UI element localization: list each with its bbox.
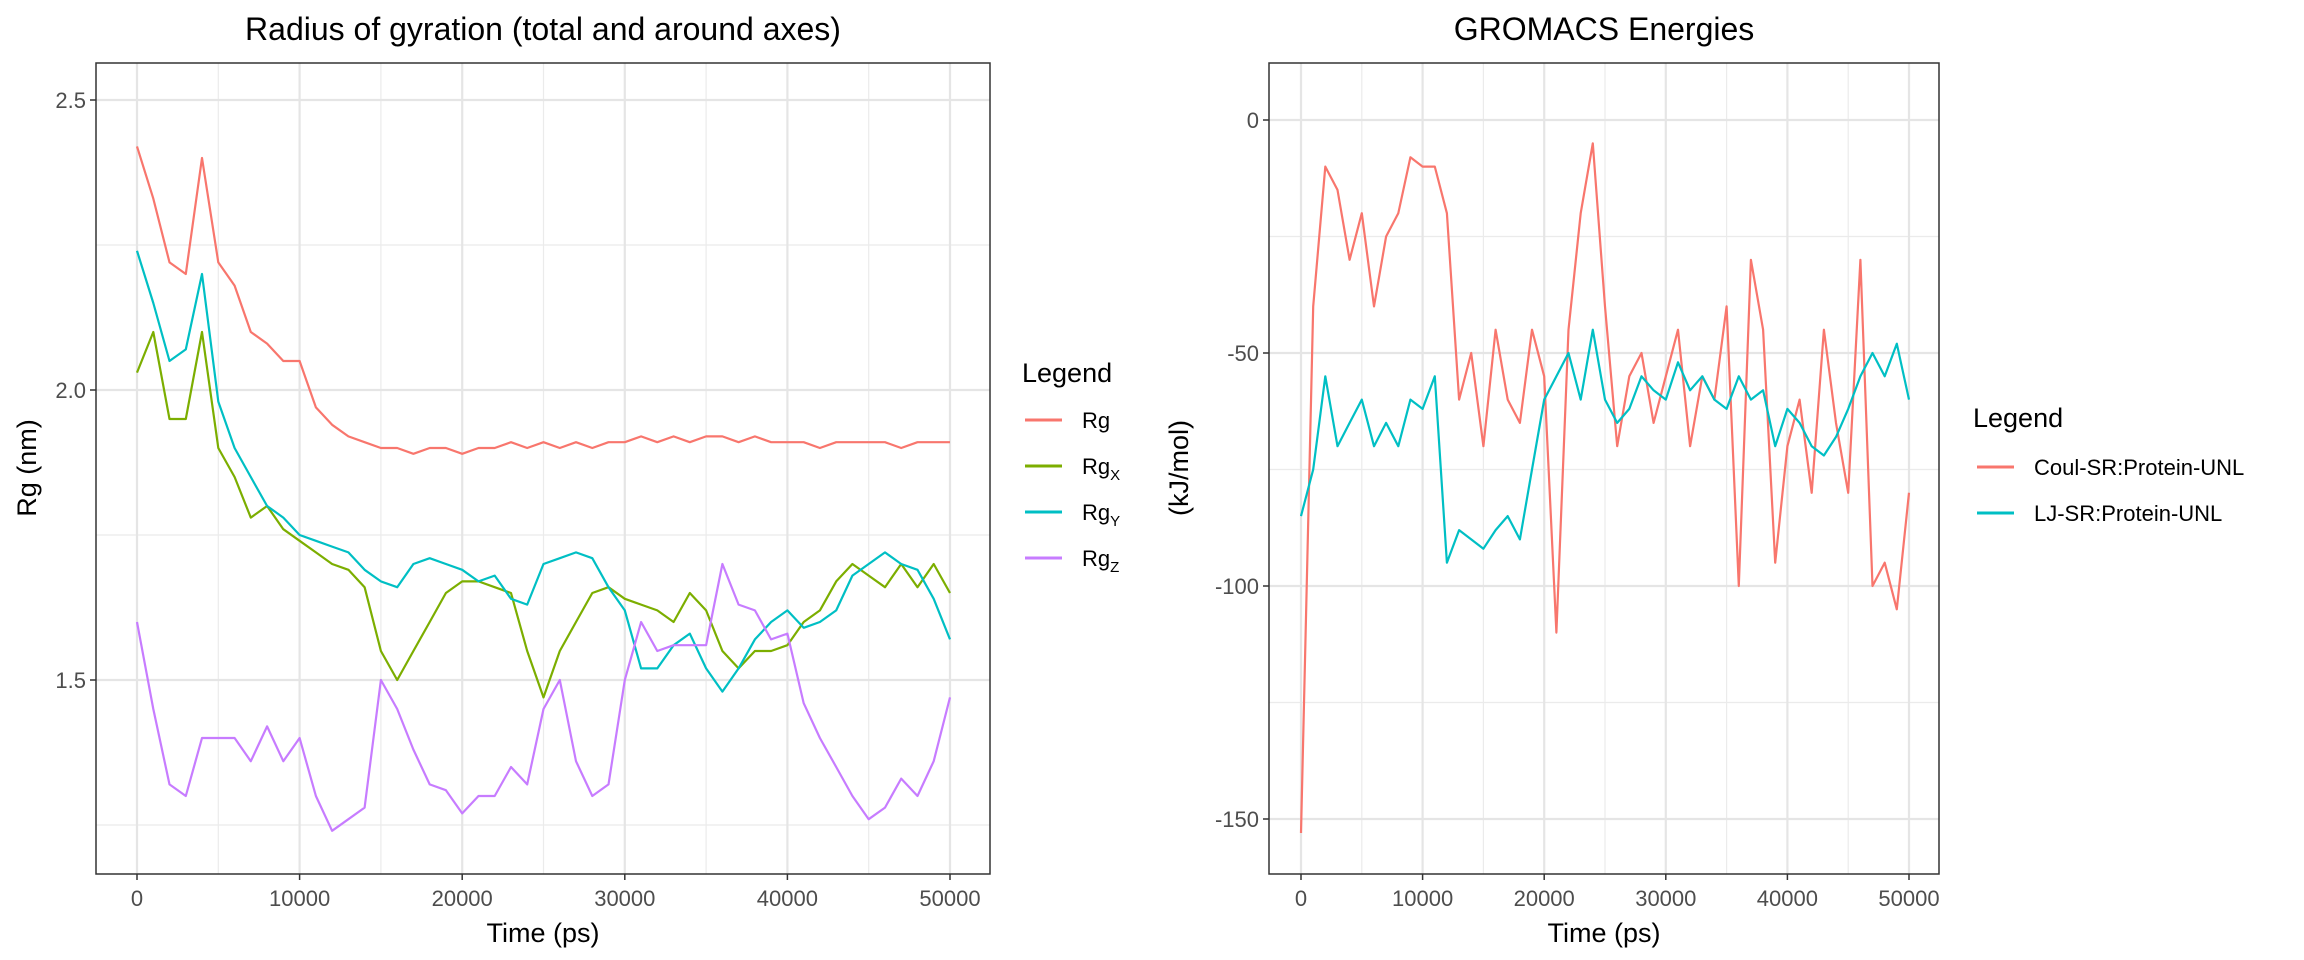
x-tick-label: 0 (1295, 886, 1307, 911)
series-lines (135, 146, 952, 832)
x-tick-label: 40000 (1757, 886, 1818, 911)
x-tick-label: 30000 (1635, 886, 1696, 911)
legend-label: RgY (1082, 500, 1120, 530)
chart-title: GROMACS Energies (1454, 11, 1755, 47)
legend: Legend Coul-SR:Protein-UNL LJ-SR:Protein-… (1973, 403, 2244, 526)
energies-panel: 0 10000 20000 30000 40000 50000 0 -50 -100 -150 G… (1164, 11, 2244, 948)
legend-label-base: Rg (1082, 546, 1110, 571)
legend-label: LJ-SR:Protein-UNL (2034, 501, 2222, 526)
x-tick-label: 10000 (1392, 886, 1453, 911)
rg-panel: 0 10000 20000 30000 40000 50000 1.5 2.0 2.5 Radi… (12, 11, 1120, 948)
series-line-rgx (135, 330, 951, 699)
y-tick-label: 0 (1247, 108, 1259, 133)
legend-label-subscript: Y (1110, 513, 1120, 530)
y-axis-title: Rg (nm) (12, 419, 42, 517)
y-tick-label: -150 (1215, 807, 1259, 832)
legend-label: RgX (1082, 454, 1120, 484)
series-line-rgz (135, 562, 952, 832)
series-line-lj-sr-protein-unl (1299, 328, 1911, 564)
legend-label: RgZ (1082, 546, 1119, 576)
legend-label-subscript: X (1110, 467, 1120, 484)
legend-title: Legend (1022, 358, 1112, 388)
x-tick-label: 30000 (594, 886, 655, 911)
x-tick-label: 10000 (269, 886, 330, 911)
legend-label-subscript: Z (1110, 559, 1119, 576)
grid (1269, 63, 1939, 874)
plot-frame (1268, 62, 1940, 875)
plot-background (1269, 63, 1939, 874)
legend-label-base: Rg (1082, 500, 1110, 525)
legend-label: Rg (1082, 408, 1110, 433)
legend-label-base: Rg (1082, 408, 1110, 433)
chart-title: Radius of gyration (total and around axe… (245, 11, 841, 47)
x-tick-label: 50000 (919, 886, 980, 911)
plot-frame (95, 62, 991, 875)
x-tick-label: 20000 (1514, 886, 1575, 911)
series-line-rg (135, 146, 950, 455)
axis-ticks: 0 10000 20000 30000 40000 50000 0 -50 -100 -150 (1215, 108, 1940, 911)
y-axis-title: (kJ/mol) (1164, 420, 1194, 516)
y-tick-label: -100 (1215, 574, 1259, 599)
x-axis-title: Time (ps) (487, 918, 600, 948)
y-tick-label: -50 (1227, 341, 1259, 366)
x-tick-label: 0 (131, 886, 143, 911)
series-line-rgy (135, 250, 952, 693)
y-tick-label: 2.5 (55, 88, 86, 113)
x-axis-title: Time (ps) (1548, 918, 1661, 948)
series-line-coul-sr-protein-unl (1299, 142, 1911, 834)
x-tick-label: 20000 (432, 886, 493, 911)
legend-title: Legend (1973, 403, 2063, 433)
legend-label: Coul-SR:Protein-UNL (2034, 455, 2244, 480)
x-tick-label: 40000 (757, 886, 818, 911)
axis-ticks: 0 10000 20000 30000 40000 50000 1.5 2.0 2.5 (55, 88, 980, 911)
x-tick-label: 50000 (1878, 886, 1939, 911)
legend-label-base: Rg (1082, 454, 1110, 479)
y-tick-label: 1.5 (55, 668, 86, 693)
y-tick-label: 2.0 (55, 378, 86, 403)
series-lines (1299, 142, 1911, 834)
